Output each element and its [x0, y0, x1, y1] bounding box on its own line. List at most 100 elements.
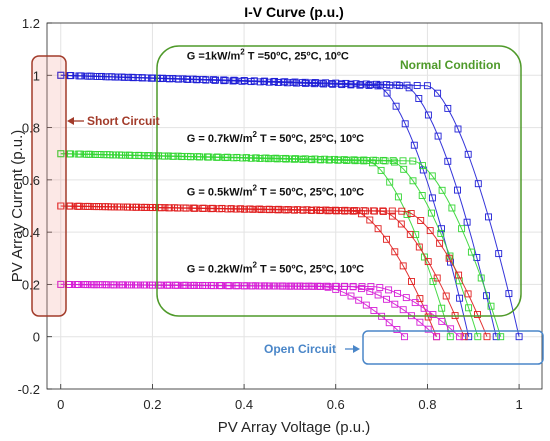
y-tick-label: 0.6 [22, 173, 40, 188]
data-point-marker [291, 155, 299, 163]
data-point-marker [189, 75, 197, 83]
data-point-marker [423, 82, 431, 90]
data-point-marker [374, 82, 382, 90]
data-point-marker [376, 284, 384, 291]
irradiance-annotation: G = 0.2kW/m2 T = 50ºC, 25ºC, 10ºC [187, 261, 364, 276]
normal-condition-label: Normal Condition [400, 58, 501, 72]
data-point-marker [388, 207, 396, 215]
data-point-marker [180, 204, 188, 212]
data-point-marker [400, 165, 408, 173]
data-point-marker [401, 120, 409, 128]
data-point-marker [477, 274, 485, 282]
y-tick-label: 1 [33, 68, 40, 83]
data-point-marker [271, 77, 279, 85]
data-point-marker [331, 282, 339, 290]
data-point-marker [301, 78, 309, 86]
data-point-marker [419, 162, 426, 170]
data-point-marker [340, 282, 348, 290]
series-layer [57, 71, 523, 341]
annotation-segment: T = 50ºC, 25ºC, 10ºC [257, 264, 364, 276]
data-point-marker [410, 141, 418, 149]
data-point-marker [487, 302, 495, 310]
data-point-marker [446, 333, 454, 341]
data-point-marker [409, 157, 417, 165]
data-point-marker [424, 258, 432, 266]
data-point-marker [474, 311, 481, 318]
annotation-segment: G =1kW/m [187, 51, 241, 63]
data-point-marker [322, 79, 330, 87]
normal-condition-region [156, 45, 522, 317]
data-point-marker [448, 204, 456, 212]
data-point-marker [246, 205, 254, 213]
data-point-marker [433, 274, 441, 282]
annotation-segment: G = 0.7kW/m [187, 133, 253, 145]
data-point-marker [428, 172, 436, 180]
data-point-marker [392, 102, 400, 110]
plot-border [46, 22, 543, 390]
data-point-marker [420, 253, 428, 261]
x-tick-label: 0 [57, 397, 64, 412]
data-point-marker [152, 203, 159, 211]
data-point-marker [114, 203, 122, 211]
data-point-marker [374, 225, 382, 233]
data-point-marker [485, 213, 492, 221]
annotation-segment: G = 0.2kW/m [187, 264, 253, 276]
data-point-marker [497, 333, 505, 341]
data-point-marker [311, 80, 319, 88]
y-tick-label: 0 [33, 330, 40, 345]
data-point-marker [474, 333, 482, 341]
data-point-marker [101, 281, 109, 289]
data-point-marker [411, 299, 419, 307]
data-point-marker [391, 248, 399, 256]
data-point-marker [358, 283, 366, 290]
data-point-marker [218, 204, 226, 212]
data-point-marker [415, 95, 423, 102]
data-point-marker [331, 155, 338, 163]
data-point-marker [291, 78, 299, 86]
data-point-marker [433, 333, 441, 341]
tick-labels: 0 0.2 0.4 0.6 0.8 1 -0.2 0 0.2 0.4 0.6 0.8 1 1.2 [18, 16, 523, 412]
data-point-marker [128, 281, 136, 289]
data-point-marker [424, 313, 432, 321]
data-point-marker [436, 239, 444, 247]
data-point-marker [407, 210, 415, 217]
data-point-marker [181, 281, 189, 289]
data-point-marker [399, 157, 407, 165]
x-tick-label: 1 [515, 397, 522, 412]
y-axis-title: PV Array Current (p.u.) [9, 130, 26, 283]
data-point-marker [172, 281, 180, 289]
data-point-marker [383, 81, 391, 89]
data-point-marker [403, 81, 411, 89]
data-point-marker [179, 75, 187, 83]
data-point-marker [190, 281, 198, 289]
data-point-marker [169, 75, 177, 82]
data-point-marker [98, 72, 105, 80]
data-point-marker [385, 319, 393, 327]
data-point-marker [243, 154, 250, 162]
data-point-marker [57, 202, 65, 210]
data-point-marker [163, 281, 171, 289]
data-point-marker [275, 205, 283, 213]
data-point-marker [213, 153, 221, 161]
data-point-marker [362, 301, 370, 309]
data-point-marker [118, 73, 126, 81]
data-point-marker [379, 208, 387, 215]
data-point-marker [272, 154, 280, 162]
data-point-marker [210, 76, 217, 84]
data-point-marker [454, 186, 461, 194]
data-point-marker [434, 89, 442, 97]
data-point-marker [342, 79, 350, 87]
data-point-marker [57, 280, 65, 288]
data-point-marker [57, 150, 65, 158]
data-point-marker [145, 152, 153, 159]
data-point-marker [284, 206, 292, 213]
irradiance-annotation: G = 0.7kW/m2 T = 50ºC, 25ºC, 10ºC [187, 130, 364, 145]
data-point-marker [170, 204, 178, 212]
data-point-marker [438, 304, 446, 312]
data-point-marker [184, 152, 192, 160]
data-point-marker [454, 125, 462, 133]
y-tick-label: 0.4 [22, 225, 40, 240]
data-point-marker [320, 80, 328, 88]
annotation-layer: Short Circuit Normal Condition Open Circui… [67, 48, 501, 356]
data-point-marker [142, 203, 150, 211]
